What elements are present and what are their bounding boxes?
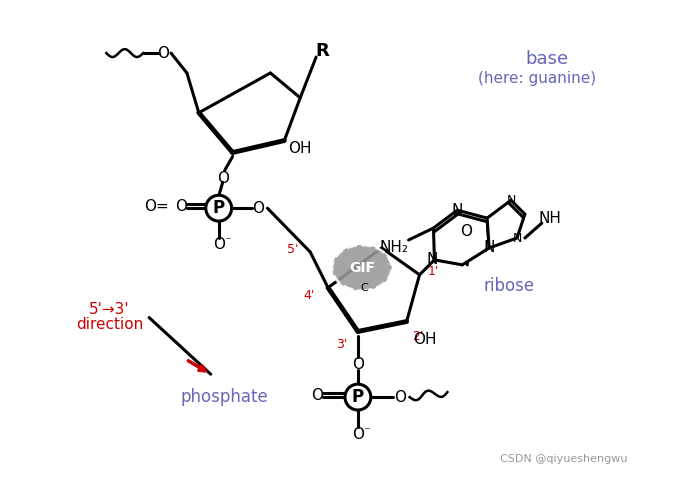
Text: P: P xyxy=(352,388,364,406)
Text: ⁻: ⁻ xyxy=(363,425,370,438)
Text: N: N xyxy=(483,240,495,255)
Text: O: O xyxy=(352,427,364,442)
Text: 4': 4' xyxy=(304,289,315,302)
Polygon shape xyxy=(199,73,300,152)
Text: O: O xyxy=(460,224,473,239)
Text: ⁻: ⁻ xyxy=(224,236,231,249)
Text: N: N xyxy=(506,194,516,206)
Text: direction: direction xyxy=(76,317,143,332)
Text: NH: NH xyxy=(538,211,561,226)
Text: OH: OH xyxy=(413,332,436,347)
Text: 2': 2' xyxy=(412,330,423,343)
Text: ribose: ribose xyxy=(483,277,534,295)
Text: base: base xyxy=(525,50,568,68)
Text: (here: guanine): (here: guanine) xyxy=(478,71,596,87)
Ellipse shape xyxy=(332,245,392,291)
Circle shape xyxy=(206,195,232,221)
Text: O: O xyxy=(157,45,169,61)
Text: CSDN @qiyueshengwu: CSDN @qiyueshengwu xyxy=(500,454,627,464)
Polygon shape xyxy=(487,200,525,248)
Text: OH: OH xyxy=(288,141,312,156)
Text: 5': 5' xyxy=(287,243,298,256)
Circle shape xyxy=(345,384,371,410)
Text: NH₂: NH₂ xyxy=(379,240,408,255)
Text: P: P xyxy=(213,199,225,217)
Text: N: N xyxy=(452,203,463,217)
Text: phosphate: phosphate xyxy=(180,388,268,406)
Text: R: R xyxy=(315,42,329,60)
Text: O: O xyxy=(394,390,405,404)
Text: O: O xyxy=(352,357,364,372)
Text: O: O xyxy=(217,171,228,186)
Text: 3': 3' xyxy=(336,338,348,351)
Text: O: O xyxy=(213,238,224,252)
Text: O: O xyxy=(252,201,264,216)
Text: 5'→3': 5'→3' xyxy=(89,302,129,317)
Text: O: O xyxy=(311,388,323,402)
Polygon shape xyxy=(433,210,489,265)
Text: 1': 1' xyxy=(428,265,439,278)
Text: O: O xyxy=(175,199,187,214)
Text: C: C xyxy=(360,282,367,293)
Text: N: N xyxy=(426,252,438,267)
Text: O=: O= xyxy=(144,199,169,214)
Text: GIF: GIF xyxy=(349,261,375,275)
Text: N: N xyxy=(513,231,521,245)
Polygon shape xyxy=(328,248,420,331)
